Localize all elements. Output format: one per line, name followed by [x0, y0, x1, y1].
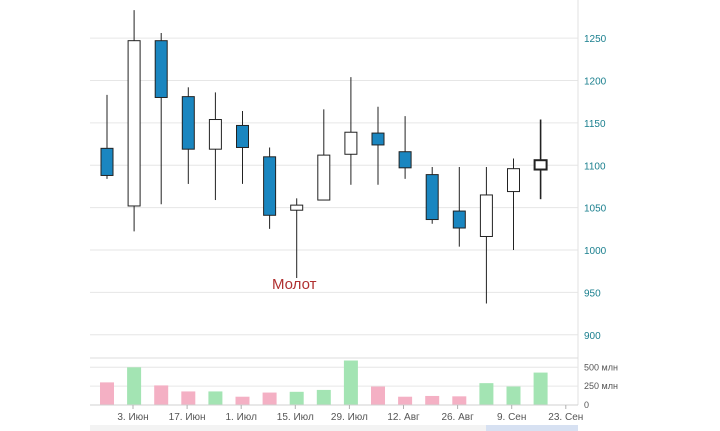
candle-body [398, 151, 412, 169]
volume-bar [506, 386, 521, 405]
date-tick-label: 15. Июл [277, 412, 314, 423]
navigator-window [486, 425, 578, 431]
candle-body [344, 131, 358, 155]
candle [127, 10, 141, 232]
volume-tick-label: 500 млн [584, 362, 618, 372]
candle [208, 92, 222, 201]
candle [344, 77, 358, 185]
date-tick-label: 3. Июн [117, 412, 148, 423]
volume-bar [289, 391, 304, 405]
candle-body [154, 40, 168, 98]
candle [371, 106, 385, 185]
price-axis: 1250 1200 1150 1100 1050 1000 950 900 [577, 0, 607, 405]
candle-body [317, 154, 331, 201]
candle-body [452, 210, 466, 229]
volume-bar [425, 395, 440, 405]
date-tick-label: 9. Сен [497, 412, 526, 423]
candle [398, 116, 412, 179]
volume-bars [100, 360, 548, 405]
candle-body [507, 168, 520, 193]
candle-body [425, 174, 439, 221]
volume-tick-label: 250 млн [584, 381, 618, 391]
price-grid [90, 37, 578, 336]
volume-bar [371, 386, 385, 405]
candle-body [127, 40, 141, 207]
price-tick-label: 1050 [584, 204, 607, 215]
candle [181, 87, 195, 184]
candle-body [208, 119, 222, 150]
volume-bar [398, 396, 413, 405]
price-tick-label: 900 [584, 331, 601, 342]
date-axis: 3. Июн 17. Июн 1. Июл 15. Июл 29. Июл 12. Авг… [90, 404, 583, 423]
candle-body [533, 159, 548, 171]
candle [236, 111, 249, 184]
date-tick-label: 1. Июл [225, 412, 257, 423]
candle [154, 33, 168, 205]
annotation-label: Молот [272, 276, 317, 293]
volume-axis: 500 млн 250 млн 0 [584, 362, 618, 410]
volume-tick-label: 0 [584, 400, 589, 410]
price-tick-label: 1150 [584, 119, 606, 130]
candle-body [479, 194, 493, 237]
candle [479, 166, 493, 304]
navigator-strip [90, 425, 578, 431]
candle-body [263, 156, 277, 216]
date-tick-label: 29. Июл [331, 412, 368, 423]
candle [290, 198, 304, 279]
volume-bar [154, 385, 169, 405]
candles [100, 10, 548, 304]
volume-bar [100, 382, 114, 405]
date-tick-label: 26. Авг [441, 412, 474, 423]
candle-body [290, 204, 304, 211]
price-tick-label: 950 [584, 288, 601, 299]
volume-bar [181, 391, 196, 405]
date-tick-label: 17. Июн [169, 412, 206, 423]
candle [507, 158, 520, 251]
candle [317, 109, 331, 201]
volume-bar [479, 383, 494, 405]
volume-bar [452, 396, 467, 405]
candle [533, 119, 548, 200]
price-tick-label: 1000 [584, 246, 607, 257]
candle-body [100, 147, 114, 176]
price-tick-label: 1200 [584, 77, 607, 88]
volume-bar [127, 367, 142, 405]
candle [452, 166, 466, 247]
price-tick-label: 1250 [584, 34, 607, 45]
date-tick-label: 23. Сен [548, 412, 583, 423]
navigator-track [90, 425, 578, 431]
volume-bar [343, 360, 358, 405]
volume-bar [533, 372, 548, 405]
candle [263, 147, 277, 229]
volume-bar [262, 392, 277, 405]
candle [425, 166, 439, 224]
price-tick-label: 1100 [584, 161, 606, 172]
date-tick-label: 12. Авг [387, 412, 420, 423]
volume-bar [208, 391, 223, 405]
volume-bar [316, 389, 331, 405]
volume-bar [235, 396, 250, 405]
candle-body [181, 96, 195, 150]
candle [100, 94, 114, 179]
candle-body [236, 124, 249, 148]
candle-body [371, 132, 385, 146]
